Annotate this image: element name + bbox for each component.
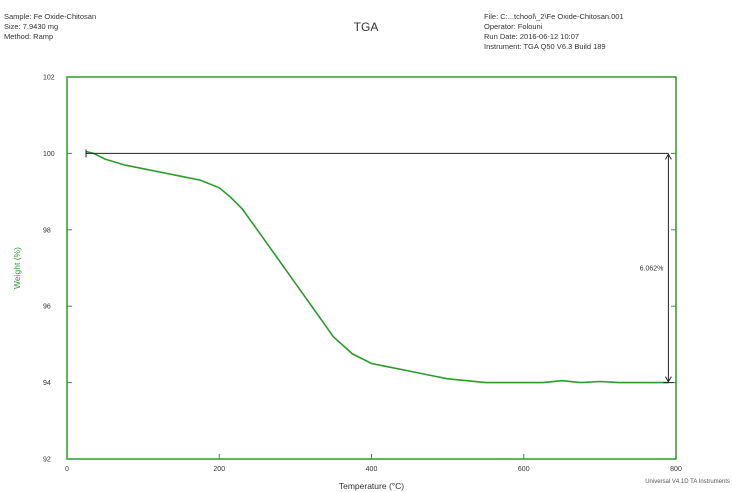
sample-size: Size: 7.9430 mg xyxy=(4,22,59,31)
arrow-bottom xyxy=(664,376,672,383)
x-tick-label: 400 xyxy=(366,466,378,473)
y-axis: 92 94 96 98 100 102 xyxy=(43,75,676,464)
y-tick-label: 102 xyxy=(43,75,55,82)
x-tick-label: 800 xyxy=(670,466,682,473)
weight-loss-annotation: 6.062% xyxy=(85,149,674,384)
instrument: Instrument: TGA Q50 V6.3 Build 189 xyxy=(484,42,606,51)
y-axis-label: Weight (%) xyxy=(12,247,22,289)
y-tick-label: 96 xyxy=(43,304,51,311)
run-info: File: C:...tchool\_2\Fe Oxide-Chitosan.0… xyxy=(484,12,624,52)
method: Method: Ramp xyxy=(4,32,54,41)
x-tick-label: 200 xyxy=(213,466,225,473)
x-axis-label: Temperature (°C) xyxy=(339,481,404,491)
y-tick-label: 94 xyxy=(43,380,51,387)
arrow-top xyxy=(664,153,672,160)
plot-frame xyxy=(66,76,677,460)
sample-name: Sample: Fe Oxide-Chitosan xyxy=(4,12,97,21)
file-path: File: C:...tchool\_2\Fe Oxide-Chitosan.0… xyxy=(484,12,624,21)
chart-title: TGA xyxy=(353,20,379,34)
x-tick-label: 600 xyxy=(518,466,530,473)
operator: Operator: Folouni xyxy=(484,22,543,31)
weight-curve xyxy=(85,150,669,384)
run-date: Run Date: 2016-06-12 10:07 xyxy=(484,32,580,41)
y-tick-label: 98 xyxy=(43,227,51,234)
y-tick-label: 92 xyxy=(43,457,51,464)
software-credit: Universal V4.1D TA Instruments xyxy=(645,479,730,485)
sample-info: Sample: Fe Oxide-Chitosan Size: 7.9430 m… xyxy=(4,12,96,42)
x-axis: 0 200 400 600 800 xyxy=(65,454,682,473)
x-tick-label: 0 xyxy=(65,466,69,473)
weight-loss-label: 6.062% xyxy=(640,266,664,273)
y-tick-label: 100 xyxy=(43,151,55,158)
